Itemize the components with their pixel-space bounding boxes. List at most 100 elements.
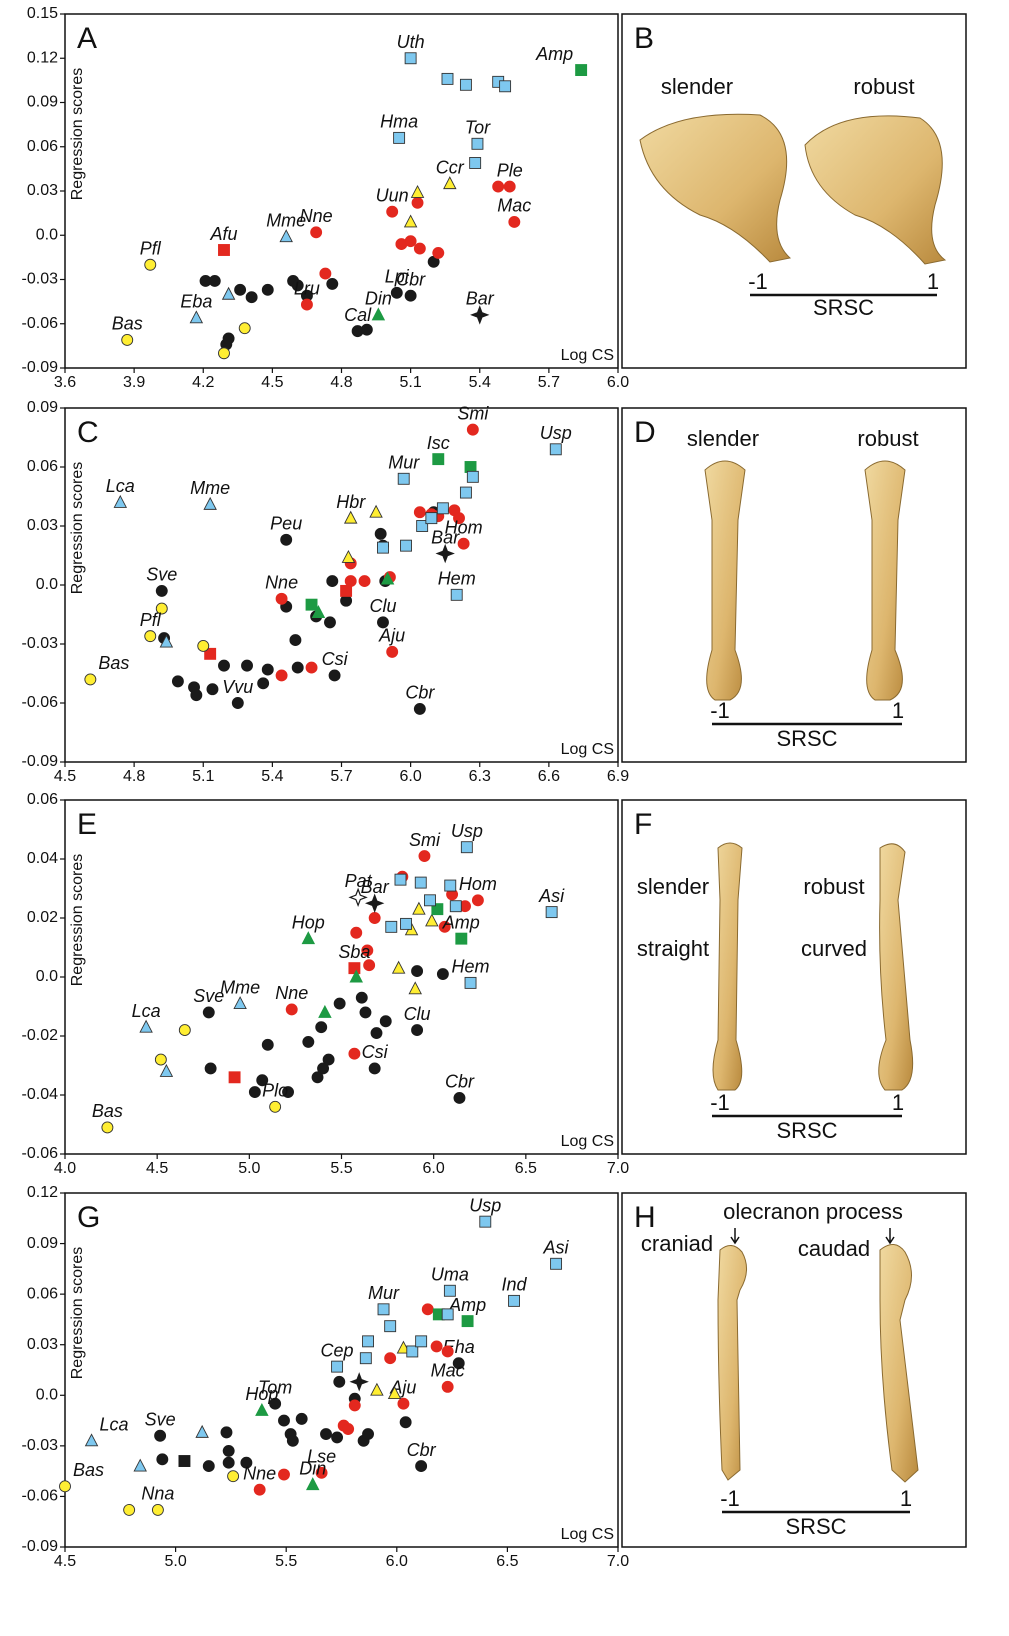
- image-label: olecranon process: [723, 1199, 903, 1224]
- data-point: [331, 1360, 344, 1373]
- data-point: [348, 1399, 361, 1412]
- point-label: Usp: [540, 423, 572, 443]
- data-point: [441, 1308, 454, 1321]
- data-point: [178, 1455, 191, 1467]
- bone-image: [717, 1245, 747, 1481]
- data-point: [421, 1303, 434, 1316]
- data-point: [123, 1503, 136, 1516]
- data-point: [431, 903, 444, 916]
- data-point: [397, 1397, 410, 1410]
- data-point: [545, 906, 558, 919]
- point-label: Plo: [262, 1081, 288, 1101]
- y-tick-label: 0.03: [27, 182, 58, 199]
- arrow: [885, 1228, 895, 1245]
- data-point: [291, 661, 304, 674]
- data-point: [282, 1086, 294, 1099]
- data-point: [333, 1375, 346, 1388]
- data-point: [306, 1477, 320, 1491]
- point-label: Uma: [431, 1265, 469, 1285]
- data-point: [320, 1428, 332, 1441]
- data-point: [159, 1063, 174, 1077]
- y-tick-label: -0.09: [22, 753, 59, 770]
- data-point: [348, 1047, 361, 1060]
- x-tick-label: 6.5: [515, 1160, 537, 1177]
- x-axis-label: Log CS: [561, 1526, 614, 1543]
- x-tick-label: 6.0: [423, 1160, 445, 1177]
- point-label: Lca: [132, 1001, 161, 1021]
- y-tick-label: 0.15: [27, 5, 58, 22]
- plot-frame: [64, 13, 619, 369]
- point-label: Nne: [243, 1463, 276, 1483]
- data-point: [300, 298, 313, 311]
- point-label: Clu: [404, 1004, 431, 1024]
- bone-image: [704, 460, 746, 701]
- x-tick-label: 6.5: [496, 1553, 518, 1570]
- data-point: [385, 920, 398, 933]
- y-tick-label: -0.04: [22, 1086, 59, 1103]
- point-label: Tom: [258, 1377, 292, 1397]
- data-point: [257, 677, 270, 690]
- y-tick-label: 0.03: [27, 1336, 58, 1353]
- data-point: [343, 510, 358, 524]
- panel-label: H: [634, 1201, 656, 1234]
- point-label: Asi: [538, 886, 565, 906]
- data-point: [285, 1003, 298, 1016]
- data-point: [369, 504, 383, 518]
- x-tick-label: 4.2: [192, 374, 214, 391]
- data-point: [204, 647, 217, 660]
- data-point: [261, 283, 274, 296]
- scale-tick-label: -1: [720, 1486, 740, 1511]
- data-point: [222, 1444, 235, 1457]
- y-tick-label: 0.02: [27, 909, 58, 926]
- point-label: Mme: [220, 977, 260, 997]
- data-point: [469, 157, 482, 169]
- point-label: Din: [365, 289, 392, 309]
- data-point: [459, 78, 472, 91]
- bone-image: [864, 460, 906, 701]
- point-label: Din: [299, 1458, 326, 1478]
- y-tick-label: 0.0: [36, 576, 58, 593]
- data-point: [344, 575, 357, 588]
- data-point: [84, 673, 97, 686]
- y-axis-label: Regression scores: [69, 1247, 86, 1380]
- y-tick-label: 0.12: [27, 49, 58, 66]
- data-point: [453, 1091, 466, 1104]
- panel-label: A: [77, 22, 97, 55]
- point-label: Cep: [321, 1340, 354, 1360]
- x-tick-label: 3.6: [54, 374, 76, 391]
- bone-image: [712, 842, 743, 1091]
- data-point: [413, 506, 426, 519]
- x-tick-label: 4.5: [54, 768, 76, 785]
- scale-label: SRSC: [785, 1514, 846, 1539]
- data-point: [151, 1503, 164, 1516]
- data-point: [350, 926, 363, 939]
- point-label: Uth: [397, 32, 425, 52]
- data-point: [430, 1340, 443, 1353]
- data-point: [368, 912, 381, 924]
- data-point: [390, 286, 403, 299]
- data-point: [241, 659, 253, 672]
- x-tick-label: 6.0: [607, 374, 629, 391]
- image-label: curved: [801, 936, 867, 961]
- data-point: [471, 137, 484, 150]
- x-tick-label: 7.0: [607, 1553, 629, 1570]
- data-point: [59, 1480, 71, 1493]
- data-point: [406, 1345, 419, 1358]
- bone-image: [639, 113, 792, 263]
- data-point: [503, 180, 516, 193]
- data-point: [397, 472, 410, 485]
- data-point: [432, 453, 445, 466]
- data-point: [218, 244, 230, 256]
- data-point: [261, 663, 274, 676]
- point-label: Peu: [270, 514, 302, 534]
- data-point: [479, 1215, 492, 1228]
- data-point: [310, 226, 323, 239]
- y-tick-label: 0.09: [27, 399, 58, 416]
- data-point: [206, 683, 219, 696]
- data-point: [452, 1357, 465, 1370]
- point-label: Hma: [380, 112, 418, 132]
- data-point: [139, 1019, 153, 1033]
- x-tick-label: 4.5: [146, 1160, 168, 1177]
- data-point: [228, 1071, 241, 1084]
- y-tick-label: 0.09: [27, 94, 58, 111]
